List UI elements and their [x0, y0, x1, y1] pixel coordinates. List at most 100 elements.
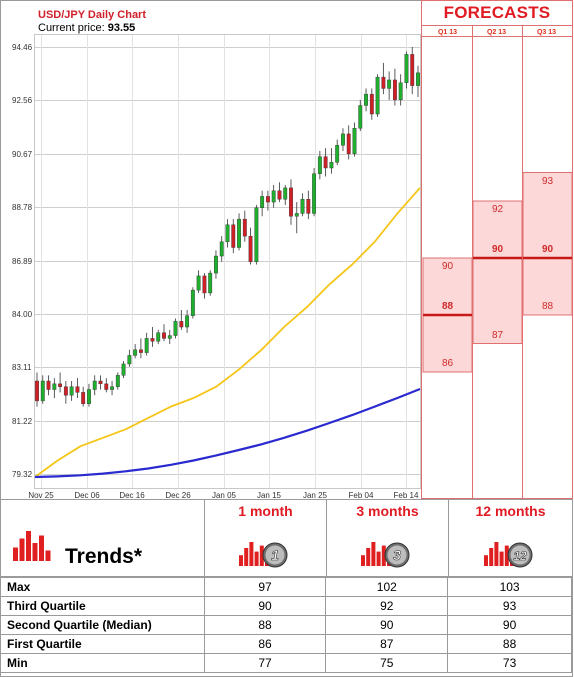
candle-body — [323, 156, 328, 169]
bar-icon-bar — [499, 551, 504, 566]
forecast-q2-low: 87 — [491, 329, 504, 341]
trends-bar-chart-icon — [13, 531, 51, 561]
period-badge-icon: 12 — [507, 542, 533, 568]
candle-body — [358, 105, 363, 129]
cell-value: 93 — [447, 596, 572, 616]
candle — [404, 51, 409, 89]
candle-body — [121, 363, 126, 376]
candle — [75, 378, 80, 399]
trends-header-cell — [0, 499, 205, 577]
candle-body — [294, 213, 299, 217]
trends-col-12-months: 12 months — [475, 503, 546, 519]
quarter-label-q3: Q3 13 — [536, 29, 557, 36]
candle-body — [127, 355, 132, 365]
candle — [173, 318, 178, 339]
candle — [185, 309, 190, 333]
candle-body — [190, 289, 195, 316]
bar-icon-bar — [494, 542, 499, 566]
candle — [317, 150, 322, 180]
candle-body — [196, 275, 201, 291]
candle — [398, 74, 403, 106]
y-tick-label: 88.78 — [12, 203, 33, 212]
candle-body — [144, 338, 149, 353]
candle-body — [87, 389, 91, 404]
candle-body — [392, 79, 397, 101]
candle-body — [387, 79, 392, 89]
cell-value: 90 — [325, 615, 449, 635]
badge-number: 3 — [393, 547, 401, 563]
bar-icon-bar — [504, 545, 509, 566]
forecast-q3-mid: 90 — [541, 244, 554, 255]
candle-body — [225, 224, 230, 243]
candles — [35, 47, 420, 407]
candle-body — [416, 72, 420, 86]
candle-body — [156, 332, 161, 342]
candle — [358, 99, 363, 132]
candle-body — [150, 338, 155, 342]
forecasts-title: FORECASTS — [443, 3, 551, 22]
candle — [410, 47, 415, 95]
forecast-q1-high: 90 — [441, 261, 454, 272]
x-tick-label: Nov 25 — [28, 491, 54, 500]
ma-short-line — [34, 187, 421, 478]
x-tick-label: Jan 25 — [303, 491, 328, 500]
candle — [387, 71, 392, 100]
candle — [341, 128, 345, 151]
table-row: Third Quartile 90 92 93 — [0, 596, 572, 616]
y-tick-label: 84.00 — [12, 310, 33, 319]
cell-value: 90 — [203, 596, 327, 616]
x-tick-label: Jan 05 — [212, 491, 237, 500]
candle — [294, 202, 299, 234]
cell-value: 73 — [447, 653, 572, 673]
bar-icon-bar — [249, 542, 254, 566]
candle — [87, 383, 91, 407]
candle-body — [179, 321, 184, 328]
candle — [190, 287, 195, 319]
cell-value: 88 — [447, 634, 572, 654]
candle — [35, 372, 39, 407]
candle-body — [185, 315, 190, 328]
x-tick-label: Dec 16 — [119, 491, 145, 500]
candle-body — [369, 93, 374, 115]
bar-icon-bar — [39, 535, 44, 561]
candle-body — [398, 82, 403, 101]
bar-icon-bar — [489, 548, 494, 566]
candle-body — [381, 76, 386, 89]
candle-body — [329, 162, 334, 169]
candle-body — [248, 235, 253, 262]
candle-body — [317, 156, 322, 174]
trends-col-3-months: 3 months — [356, 503, 419, 519]
y-tick-label: 92.56 — [12, 96, 33, 105]
y-tick-label: 90.67 — [12, 150, 33, 159]
candle-body — [352, 128, 357, 154]
candle — [283, 185, 288, 205]
candle-body — [364, 93, 368, 106]
candle — [46, 375, 51, 396]
bar-icon-bar — [484, 555, 488, 566]
forecast-range-box — [522, 172, 573, 316]
badge-number: 12 — [513, 549, 527, 563]
x-tick-label: Feb 04 — [349, 491, 374, 500]
candle — [335, 139, 340, 166]
candle — [323, 148, 328, 177]
bar-icon-bar — [371, 542, 376, 566]
candle-body — [312, 173, 317, 214]
forecast-q3-low: 88 — [541, 301, 554, 312]
candle-body — [52, 383, 57, 390]
x-tick-label: Feb 14 — [394, 491, 419, 500]
candle-body — [104, 383, 109, 390]
candle-body — [289, 187, 293, 217]
badge-inner — [387, 545, 407, 565]
candle-body — [219, 241, 224, 257]
candle — [202, 273, 207, 299]
y-tick-label: 94.46 — [12, 43, 33, 52]
cell-value: 90 — [447, 615, 572, 635]
candle — [179, 309, 184, 330]
candle-body — [375, 76, 380, 115]
candle-body — [40, 380, 45, 402]
candle — [104, 378, 109, 393]
candle-body — [202, 275, 207, 294]
candle — [306, 190, 311, 220]
candle-body — [167, 335, 172, 339]
